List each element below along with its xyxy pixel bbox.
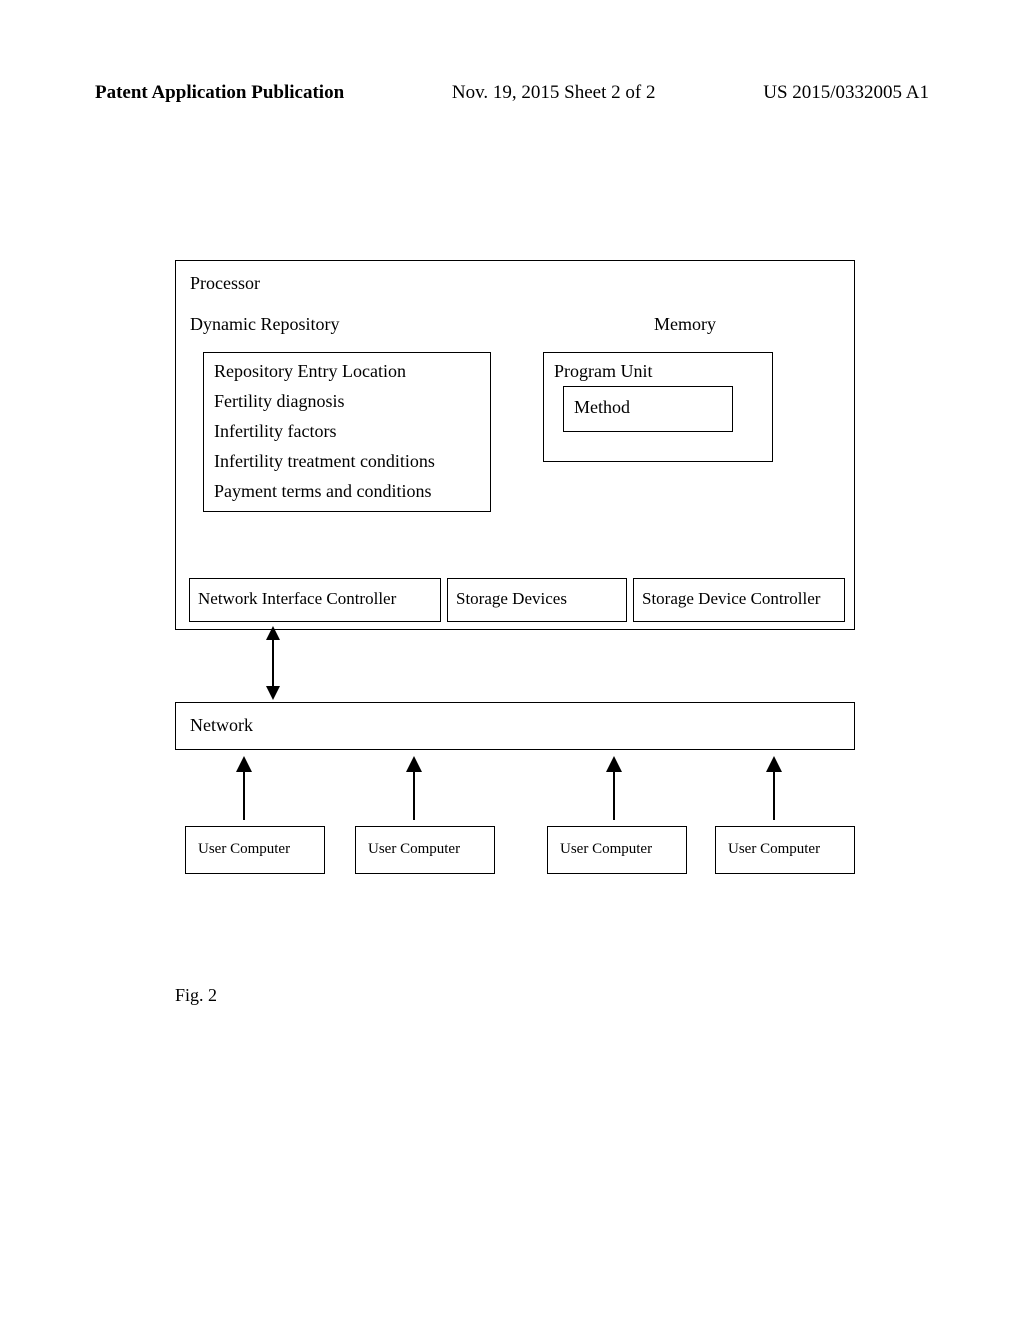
network-label: Network [190,715,253,736]
user3-arrow [613,758,615,820]
method-label: Method [574,397,630,418]
user4-arrow [773,758,775,820]
header-right: US 2015/0332005 A1 [763,82,929,104]
storage-devices-box: Storage Devices [447,578,627,622]
repo-line-3: Infertility treatment conditions [214,451,435,472]
arrowhead-up-icon [236,756,252,772]
user-computer-3: User Computer [547,826,687,874]
user2-arrow [413,758,415,820]
page-header: Patent Application Publication Nov. 19, … [95,82,929,104]
user-computer-1-label: User Computer [198,841,290,858]
program-unit-label: Program Unit [554,361,653,382]
user-computer-4: User Computer [715,826,855,874]
figure-caption: Fig. 2 [175,985,217,1006]
arrowhead-up-icon [766,756,782,772]
header-left: Patent Application Publication [95,82,344,104]
repo-line-4: Payment terms and conditions [214,481,431,502]
user-computer-2: User Computer [355,826,495,874]
user-computer-2-label: User Computer [368,841,460,858]
dynamic-repository-label: Dynamic Repository [190,314,339,335]
user1-arrow [243,758,245,820]
repository-box: Repository Entry Location Fertility diag… [203,352,491,512]
arrowhead-down-icon [266,686,280,700]
arrowhead-up-icon [406,756,422,772]
method-box: Method [563,386,733,432]
storage-devices-label: Storage Devices [456,589,567,609]
repo-line-1: Fertility diagnosis [214,391,345,412]
sdc-label: Storage Device Controller [642,589,820,609]
arrowhead-up-icon [266,626,280,640]
memory-label: Memory [654,314,716,335]
user-computer-4-label: User Computer [728,841,820,858]
repo-line-0: Repository Entry Location [214,361,406,382]
arrowhead-up-icon [606,756,622,772]
processor-network-connector [272,628,274,698]
user-computer-1: User Computer [185,826,325,874]
header-mid: Nov. 19, 2015 Sheet 2 of 2 [452,82,656,104]
processor-label: Processor [190,273,260,294]
repo-line-2: Infertility factors [214,421,336,442]
storage-device-controller-box: Storage Device Controller [633,578,845,622]
nic-label: Network Interface Controller [198,589,396,609]
user-computer-3-label: User Computer [560,841,652,858]
network-interface-controller-box: Network Interface Controller [189,578,441,622]
network-box: Network [175,702,855,750]
